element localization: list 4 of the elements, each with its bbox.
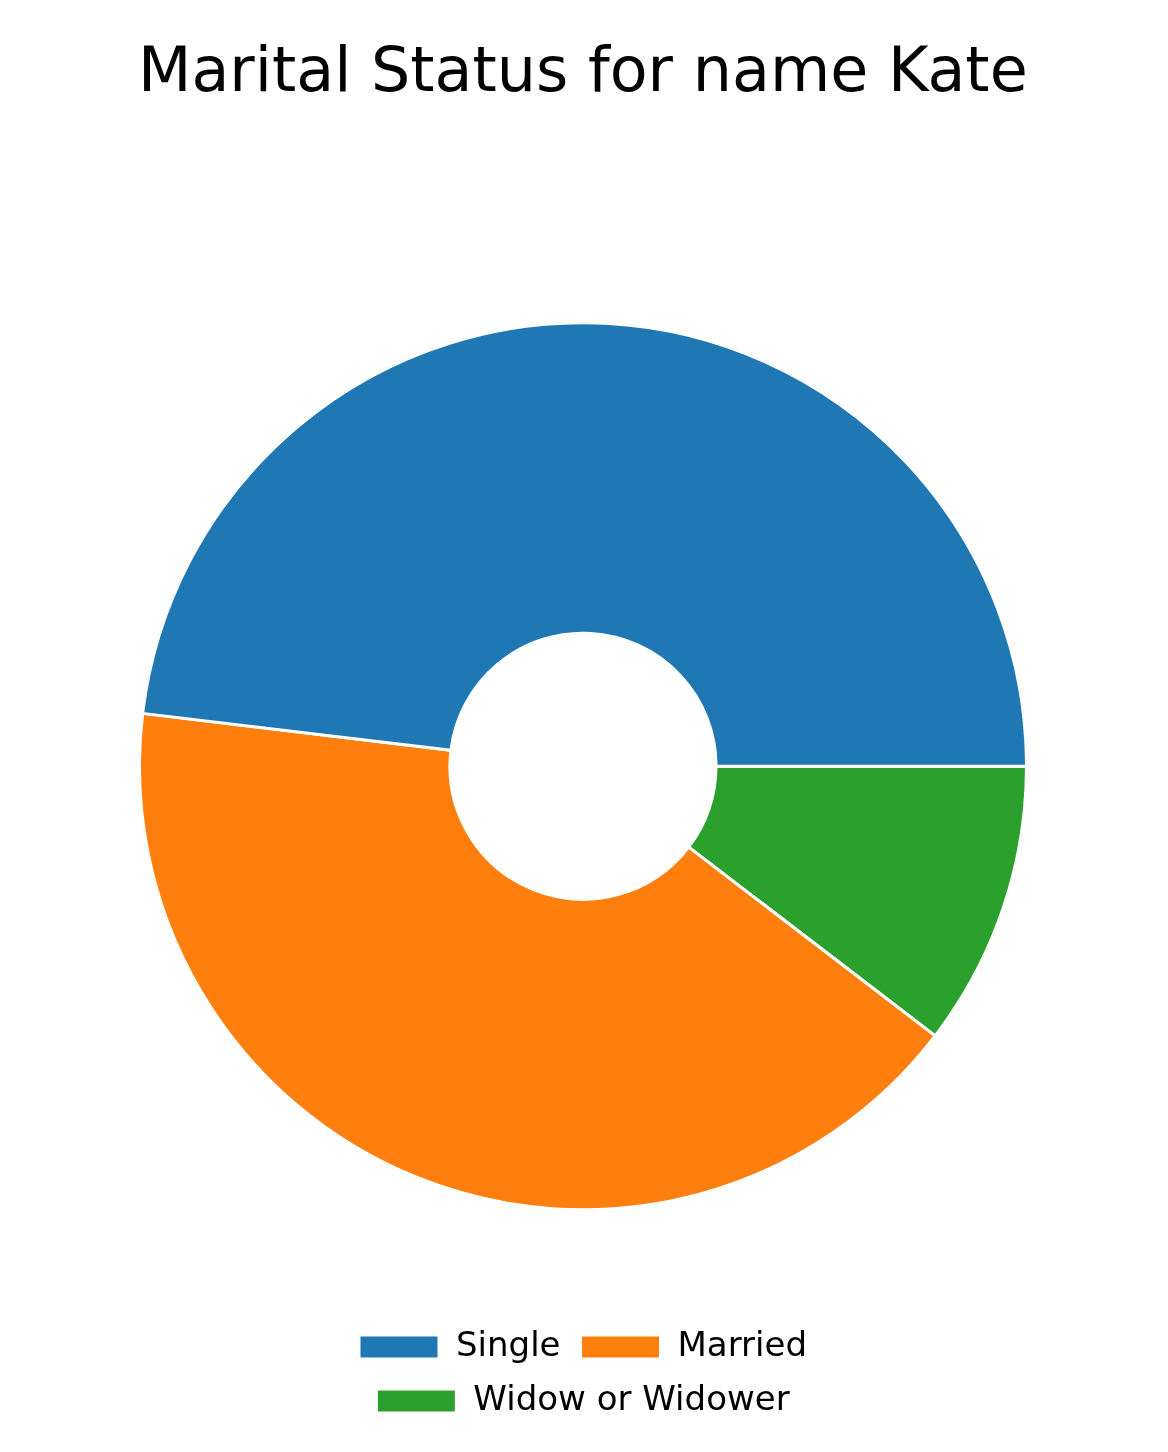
legend-label: Widow or Widower (473, 1377, 790, 1418)
legend-label: Single (456, 1323, 561, 1364)
legend-label: Married (677, 1323, 808, 1364)
chart-title: Marital Status for name Kate (138, 33, 1028, 107)
